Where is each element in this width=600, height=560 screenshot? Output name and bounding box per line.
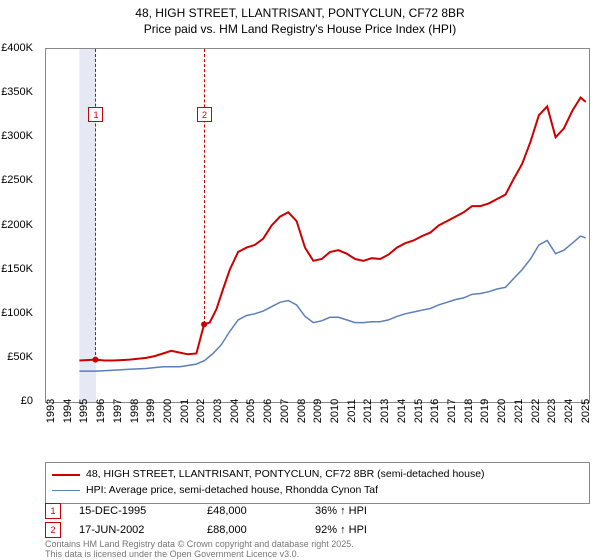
x-tick-label: 2007	[279, 399, 291, 423]
plot-region: 12	[45, 48, 590, 403]
y-tick-label: £350K	[1, 86, 33, 98]
x-tick-label: 2010	[329, 399, 341, 423]
x-tick-label: 2017	[446, 399, 458, 423]
x-tick-label: 2025	[580, 399, 592, 423]
x-tick-label: 2023	[546, 399, 558, 423]
sale-marker-box: 2	[197, 107, 212, 122]
title-block: 48, HIGH STREET, LLANTRISANT, PONTYCLUN,…	[0, 0, 600, 37]
y-tick-label: £150K	[1, 263, 33, 275]
y-tick-label: £0	[21, 395, 33, 407]
x-tick-label: 2011	[346, 399, 358, 423]
x-tick-label: 2008	[296, 399, 308, 423]
sale-row: 1 15-DEC-1995 £48,000 36% ↑ HPI	[45, 503, 590, 519]
x-tick-label: 2002	[195, 399, 207, 423]
sale-date: 15-DEC-1995	[79, 505, 189, 517]
legend-label: HPI: Average price, semi-detached house,…	[86, 483, 378, 499]
x-tick-label: 1994	[62, 399, 74, 423]
x-tick-label: 2006	[262, 399, 274, 423]
x-tick-label: 2019	[479, 399, 491, 423]
sale-row-marker: 1	[45, 503, 61, 519]
y-tick-label: £250K	[1, 174, 33, 186]
sale-marker-box: 1	[88, 107, 103, 122]
x-tick-label: 2005	[245, 399, 257, 423]
sale-marker-line	[204, 49, 205, 324]
x-tick-label: 2024	[563, 399, 575, 423]
footer-line-2: This data is licensed under the Open Gov…	[45, 550, 354, 560]
x-tick-label: 1995	[78, 399, 90, 423]
x-tick-label: 1997	[112, 399, 124, 423]
chart-container: 48, HIGH STREET, LLANTRISANT, PONTYCLUN,…	[0, 0, 600, 560]
x-tick-label: 1999	[145, 399, 157, 423]
y-tick-label: £300K	[1, 130, 33, 142]
series-price_paid	[79, 98, 585, 361]
plot-svg	[46, 49, 589, 402]
sale-row-marker: 2	[45, 522, 61, 538]
x-tick-label: 2004	[229, 399, 241, 423]
legend-row: HPI: Average price, semi-detached house,…	[52, 483, 583, 499]
x-tick-label: 2016	[429, 399, 441, 423]
legend-box: 48, HIGH STREET, LLANTRISANT, PONTYCLUN,…	[45, 462, 590, 504]
legend-row: 48, HIGH STREET, LLANTRISANT, PONTYCLUN,…	[52, 467, 583, 483]
x-tick-label: 1996	[95, 399, 107, 423]
sale-marker-line	[95, 49, 96, 360]
x-tick-label: 2022	[530, 399, 542, 423]
legend-swatch	[52, 490, 80, 492]
footer-attribution: Contains HM Land Registry data © Crown c…	[45, 540, 354, 560]
x-tick-label: 2001	[179, 399, 191, 423]
y-tick-label: £50K	[7, 351, 33, 363]
x-tick-label: 2014	[396, 399, 408, 423]
sale-price: £48,000	[207, 505, 297, 517]
x-tick-label: 1993	[45, 399, 57, 423]
sale-price: £88,000	[207, 524, 297, 536]
sale-date: 17-JUN-2002	[79, 524, 189, 536]
x-tick-label: 2015	[413, 399, 425, 423]
x-tick-label: 2018	[463, 399, 475, 423]
y-tick-label: £100K	[1, 307, 33, 319]
series-hpi	[79, 236, 585, 371]
x-tick-label: 2013	[379, 399, 391, 423]
sale-pct: 92% ↑ HPI	[315, 524, 405, 536]
x-tick-label: 1998	[129, 399, 141, 423]
y-tick-label: £400K	[1, 42, 33, 54]
sales-table: 1 15-DEC-1995 £48,000 36% ↑ HPI 2 17-JUN-2002…	[45, 503, 590, 541]
title-line-2: Price paid vs. HM Land Registry's House …	[0, 22, 600, 38]
sale-row: 2 17-JUN-2002 £88,000 92% ↑ HPI	[45, 522, 590, 538]
legend-swatch	[52, 474, 80, 476]
title-line-1: 48, HIGH STREET, LLANTRISANT, PONTYCLUN,…	[0, 6, 600, 22]
x-tick-label: 2009	[312, 399, 324, 423]
x-tick-label: 2000	[162, 399, 174, 423]
x-tick-label: 2012	[362, 399, 374, 423]
chart-area: 12 £0£50K£100K£150K£200K£250K£300K£350K£…	[45, 48, 590, 428]
y-tick-label: £200K	[1, 219, 33, 231]
x-tick-label: 2021	[513, 399, 525, 423]
x-tick-label: 2003	[212, 399, 224, 423]
x-tick-label: 2020	[496, 399, 508, 423]
legend-label: 48, HIGH STREET, LLANTRISANT, PONTYCLUN,…	[86, 467, 485, 483]
sale-pct: 36% ↑ HPI	[315, 505, 405, 517]
